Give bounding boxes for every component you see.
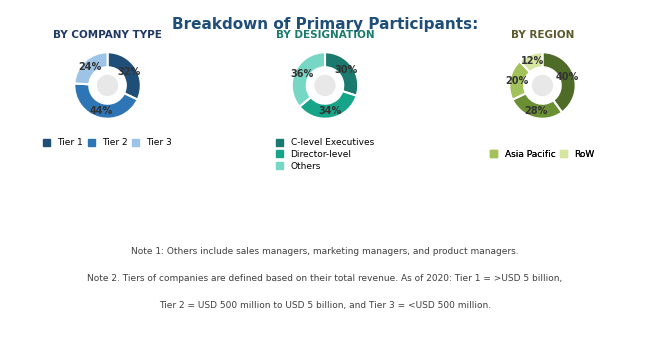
Title: BY DESIGNATION: BY DESIGNATION bbox=[276, 30, 374, 40]
Circle shape bbox=[315, 75, 335, 95]
Wedge shape bbox=[74, 83, 138, 119]
Text: Breakdown of Primary Participants:: Breakdown of Primary Participants: bbox=[172, 17, 478, 32]
Text: 34%: 34% bbox=[318, 106, 341, 116]
Wedge shape bbox=[512, 93, 562, 119]
Text: 32%: 32% bbox=[118, 67, 141, 77]
Wedge shape bbox=[509, 61, 530, 100]
Wedge shape bbox=[520, 52, 543, 72]
Wedge shape bbox=[74, 52, 107, 84]
Circle shape bbox=[98, 75, 118, 95]
Text: 20%: 20% bbox=[505, 76, 528, 86]
Circle shape bbox=[532, 75, 552, 95]
Wedge shape bbox=[300, 91, 357, 119]
Title: BY COMPANY TYPE: BY COMPANY TYPE bbox=[53, 30, 162, 40]
Text: 36%: 36% bbox=[290, 69, 313, 79]
Wedge shape bbox=[107, 52, 141, 100]
Text: 40%: 40% bbox=[556, 72, 578, 82]
Legend: Asia Pacific, RoW: Asia Pacific, RoW bbox=[490, 150, 595, 159]
Text: 28%: 28% bbox=[525, 105, 548, 116]
Legend: Tier 1, Tier 2, Tier 3: Tier 1, Tier 2, Tier 3 bbox=[43, 138, 172, 147]
Wedge shape bbox=[292, 52, 325, 107]
Wedge shape bbox=[325, 52, 358, 96]
Text: Note 1: Others include sales managers, marketing managers, and product managers.: Note 1: Others include sales managers, m… bbox=[131, 247, 519, 256]
Legend: C-level Executives, Director-level, Others: C-level Executives, Director-level, Othe… bbox=[276, 138, 374, 171]
Text: Note 2. Tiers of companies are defined based on their total revenue. As of 2020:: Note 2. Tiers of companies are defined b… bbox=[87, 274, 563, 283]
Text: 44%: 44% bbox=[90, 105, 112, 116]
Wedge shape bbox=[543, 52, 576, 112]
Text: 12%: 12% bbox=[521, 56, 545, 66]
Title: BY REGION: BY REGION bbox=[511, 30, 574, 40]
Text: 24%: 24% bbox=[78, 62, 101, 72]
Text: 30%: 30% bbox=[334, 65, 358, 75]
Text: Tier 2 = USD 500 million to USD 5 billion, and Tier 3 = <USD 500 million.: Tier 2 = USD 500 million to USD 5 billio… bbox=[159, 301, 491, 310]
